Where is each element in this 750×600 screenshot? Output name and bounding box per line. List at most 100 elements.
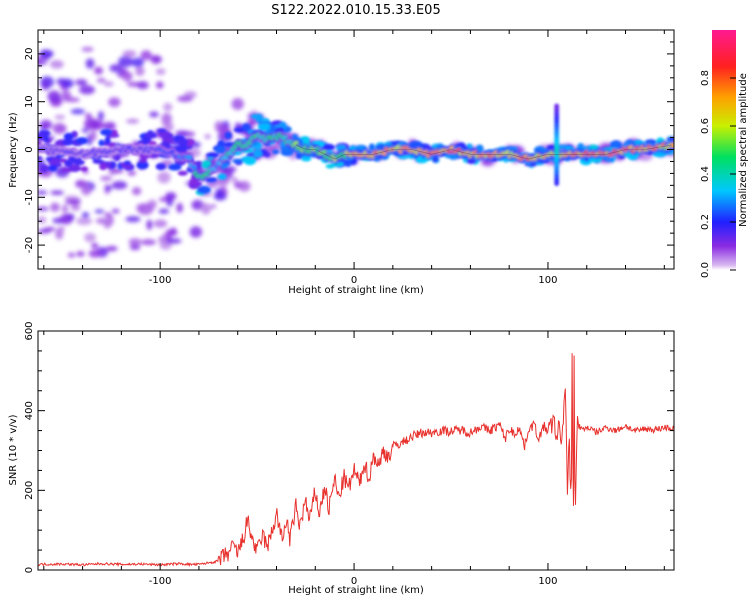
noise-blob bbox=[38, 216, 47, 224]
band-blob bbox=[49, 158, 61, 164]
noise-blob bbox=[137, 203, 154, 215]
noise-blob bbox=[76, 217, 93, 226]
y-tick-label: 0 bbox=[24, 567, 35, 573]
x-tick-label: -100 bbox=[149, 576, 172, 587]
figure-title: S122.2022.010.15.33.E05 bbox=[271, 3, 440, 18]
band-blob bbox=[123, 160, 132, 165]
noise-blob bbox=[135, 66, 145, 76]
spectrogram-ylabel: Frequency (Hz) bbox=[8, 112, 19, 188]
noise-blob bbox=[165, 192, 177, 201]
noise-blob bbox=[88, 249, 102, 258]
noise-blob bbox=[136, 81, 149, 90]
colorbar-ticks: 0.0 0.2 0.4 0.6 0.8 bbox=[700, 70, 736, 278]
band-blob bbox=[177, 170, 188, 176]
noise-blob bbox=[80, 184, 92, 196]
noise-blob bbox=[238, 180, 251, 192]
noise-blob bbox=[50, 190, 64, 196]
band-blob bbox=[344, 158, 352, 167]
noise-blob bbox=[127, 170, 137, 176]
noise-blob bbox=[191, 199, 204, 211]
colorbar-tick-label: 0.6 bbox=[700, 118, 711, 134]
x-tick-label: 100 bbox=[538, 576, 557, 587]
band-blob bbox=[295, 152, 303, 160]
band-blob bbox=[272, 149, 280, 155]
noise-blob bbox=[61, 78, 74, 89]
noise-blob bbox=[111, 181, 128, 190]
spectrogram-ridge-layer bbox=[38, 130, 674, 182]
noise-blob bbox=[81, 46, 94, 52]
y-tick-label: 20 bbox=[24, 48, 35, 61]
y-tick-label: -20 bbox=[24, 237, 35, 253]
noise-blob bbox=[161, 112, 172, 125]
noise-blob bbox=[111, 208, 120, 214]
noise-blob bbox=[67, 252, 76, 258]
noise-blob bbox=[165, 238, 182, 244]
noise-blob bbox=[204, 134, 211, 139]
band-blob bbox=[217, 173, 227, 180]
noise-blob bbox=[66, 97, 80, 103]
noise-blob bbox=[131, 57, 144, 68]
noise-blob bbox=[75, 79, 88, 86]
band-blob bbox=[92, 159, 105, 165]
noise-blob bbox=[100, 176, 113, 181]
noise-blob bbox=[105, 186, 113, 191]
y-tick-label: 0 bbox=[24, 146, 35, 152]
band-blob bbox=[206, 152, 220, 158]
band-blob bbox=[355, 145, 366, 151]
noise-blob bbox=[231, 176, 238, 184]
noise-blob bbox=[84, 232, 96, 243]
ridge-centerline bbox=[295, 144, 673, 160]
snr-ylabel: SNR (10 * v/v) bbox=[8, 414, 19, 485]
colorbar-gradient bbox=[712, 30, 736, 270]
y-tick-label: 400 bbox=[24, 401, 35, 420]
spectrogram-spike bbox=[554, 103, 560, 186]
noise-blob bbox=[150, 54, 162, 65]
band-blob bbox=[155, 162, 167, 171]
band-blob bbox=[98, 139, 105, 147]
noise-blob bbox=[169, 227, 177, 236]
noise-blob bbox=[163, 102, 173, 112]
noise-blob bbox=[118, 73, 133, 79]
band-blob bbox=[224, 131, 232, 140]
ridge-mark bbox=[190, 164, 197, 170]
noise-blob bbox=[122, 50, 137, 58]
band-blob bbox=[466, 157, 477, 165]
band-blob bbox=[42, 134, 50, 143]
noise-blob bbox=[126, 118, 140, 124]
band-blob bbox=[197, 185, 211, 194]
noise-blob bbox=[270, 144, 280, 151]
band-blob bbox=[431, 155, 440, 163]
band-blob bbox=[38, 129, 51, 137]
band-blob bbox=[104, 136, 111, 146]
band-blob bbox=[39, 164, 49, 173]
band-blob bbox=[136, 161, 149, 170]
noise-blob bbox=[213, 192, 227, 201]
band-blob bbox=[255, 113, 264, 123]
y-tick-label: 10 bbox=[24, 95, 35, 108]
band-blob bbox=[189, 178, 199, 184]
noise-blob bbox=[104, 212, 112, 217]
band-blob bbox=[173, 144, 187, 154]
noise-blob bbox=[94, 66, 104, 75]
band-blob bbox=[301, 156, 312, 162]
noise-blob bbox=[149, 111, 159, 118]
band-blob bbox=[257, 122, 272, 131]
noise-blob bbox=[96, 77, 106, 83]
noise-blob bbox=[79, 85, 95, 95]
colorbar-label: Normalized spectral amplitude bbox=[738, 73, 749, 227]
noise-blob bbox=[65, 213, 75, 221]
band-blob bbox=[336, 144, 347, 151]
noise-blob bbox=[38, 206, 49, 212]
noise-blob bbox=[91, 242, 99, 249]
noise-blob bbox=[189, 226, 203, 238]
noise-blob bbox=[128, 238, 142, 246]
band-blob bbox=[68, 164, 81, 173]
noise-blob bbox=[109, 64, 123, 73]
colorbar-tick-label: 0.8 bbox=[700, 70, 711, 86]
noise-blob bbox=[70, 204, 81, 211]
noise-blob bbox=[105, 245, 118, 252]
band-blob bbox=[177, 138, 189, 146]
x-tick-label: 0 bbox=[351, 275, 357, 286]
